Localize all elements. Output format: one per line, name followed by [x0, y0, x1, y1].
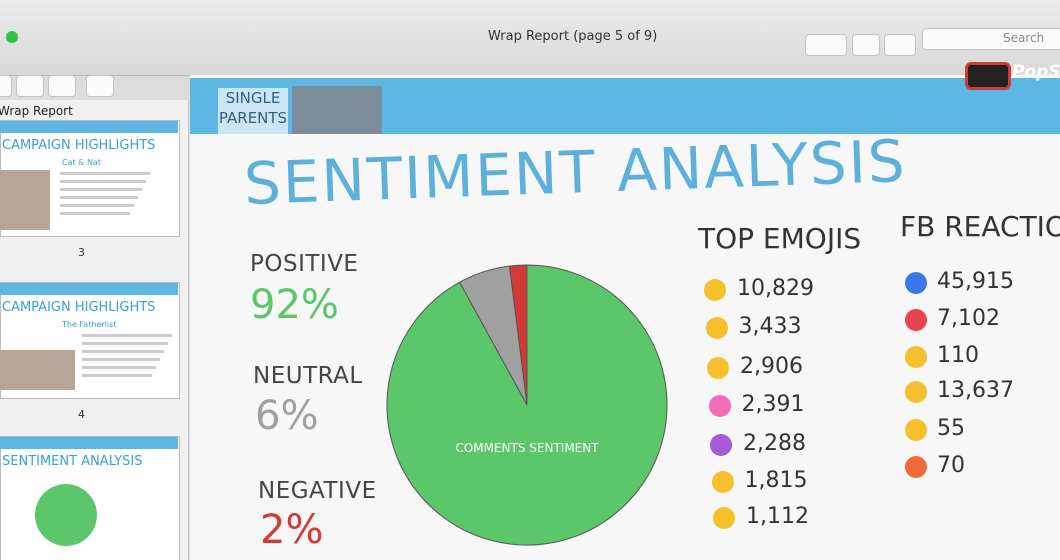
emoji-icon — [710, 434, 732, 456]
pie-slice — [386, 264, 668, 546]
brand-name: PopSh — [1012, 62, 1060, 82]
thumbnail-title: CAMPAIGN HIGHLIGHTS — [2, 300, 156, 315]
thumbnail-text — [82, 350, 164, 353]
emoji-icon — [705, 317, 728, 339]
emoji-count: 2,391 — [741, 392, 805, 417]
thumbnail-text — [82, 334, 172, 337]
reaction-count: 45,915 — [937, 269, 1014, 294]
thumbnail-text — [60, 180, 146, 183]
reaction-count: 7,102 — [937, 306, 1000, 331]
show-logo-line: PARENTS — [218, 109, 288, 127]
thumbnail-banner — [0, 283, 178, 295]
brand-logo — [965, 62, 1011, 90]
reaction-count: 70 — [937, 453, 965, 478]
page-number: 4 — [78, 408, 85, 421]
sidebar-button[interactable] — [0, 75, 12, 97]
thumbnail-banner — [0, 121, 178, 133]
emoji-count: 3,433 — [738, 314, 802, 339]
sentiment-pie: COMMENTS SENTIMENT — [386, 264, 668, 546]
thumbnail-text — [82, 366, 156, 369]
emoji-icon — [713, 507, 735, 529]
show-logo: SINGLE PARENTS — [218, 88, 288, 134]
reaction-count: 13,637 — [937, 378, 1014, 403]
thumbnail-subtitle: Cat & Nat — [62, 158, 101, 167]
toolbox-button[interactable] — [884, 34, 916, 56]
thumbnail-subtitle: The Fatherlist — [62, 320, 117, 329]
emoji-icon — [704, 279, 726, 301]
zoom-out-button[interactable] — [16, 75, 44, 97]
thumbnail-text — [60, 188, 142, 191]
markup-button[interactable] — [805, 34, 847, 56]
reaction-icon — [905, 456, 927, 478]
cast-photo — [292, 86, 382, 134]
sentiment-value: 6% — [255, 393, 319, 439]
show-logo-line: SINGLE — [225, 89, 281, 107]
thumbnail-text — [60, 212, 130, 215]
rotate-button[interactable] — [852, 34, 880, 56]
thumbnail-text — [60, 196, 138, 199]
emoji-count: 2,288 — [743, 431, 806, 456]
sentiment-label: POSITIVE — [250, 251, 359, 277]
emoji-count: 2,906 — [740, 354, 803, 379]
sentiment-label: NEGATIVE — [258, 478, 377, 504]
reaction-icon — [905, 309, 927, 331]
sentiment-value: 2% — [260, 507, 324, 553]
reaction-count: 55 — [937, 416, 965, 441]
search-field[interactable]: Search — [922, 28, 1060, 50]
emoji-icon — [707, 357, 729, 379]
sentiment-value: 92% — [250, 282, 339, 328]
thumbnail-pie — [35, 484, 97, 546]
thumbnail-text — [60, 172, 150, 175]
reaction-icon — [905, 381, 927, 403]
page-number: 3 — [78, 246, 85, 259]
share-button[interactable] — [86, 75, 114, 97]
window-title: Wrap Report (page 5 of 9) — [488, 29, 658, 44]
sidebar-title: Wrap Report — [0, 104, 73, 118]
thumbnail-text — [82, 358, 160, 361]
emoji-count: 1,112 — [746, 504, 809, 529]
thumbnail-title: SENTIMENT ANALYSIS — [2, 454, 143, 469]
thumbnail-text — [82, 342, 168, 345]
thumbnail-photo — [0, 170, 50, 230]
zoom-window-button[interactable] — [6, 31, 18, 43]
emoji-count: 10,829 — [737, 276, 814, 301]
reaction-icon — [905, 272, 927, 294]
pie-label: COMMENTS SENTIMENT — [455, 441, 599, 455]
reaction-count: 110 — [937, 343, 979, 368]
emoji-icon — [708, 395, 731, 417]
emoji-icon — [711, 471, 734, 493]
thumbnail-text — [60, 204, 134, 207]
search-placeholder: Search — [1003, 31, 1045, 45]
top-emojis-title: TOP EMOJIS — [698, 222, 862, 255]
reaction-icon — [905, 346, 927, 368]
thumbnail-title: CAMPAIGN HIGHLIGHTS — [2, 138, 156, 153]
emoji-count: 1,815 — [744, 468, 808, 493]
sentiment-label: NEUTRAL — [253, 363, 363, 389]
thumbnail-photo — [0, 350, 75, 390]
reaction-icon — [905, 419, 927, 441]
fb-reactions-title: FB REACTIONS — [900, 210, 1060, 243]
thumbnail-text — [82, 374, 152, 377]
zoom-in-button[interactable] — [48, 75, 76, 97]
thumbnail-banner — [0, 437, 178, 449]
